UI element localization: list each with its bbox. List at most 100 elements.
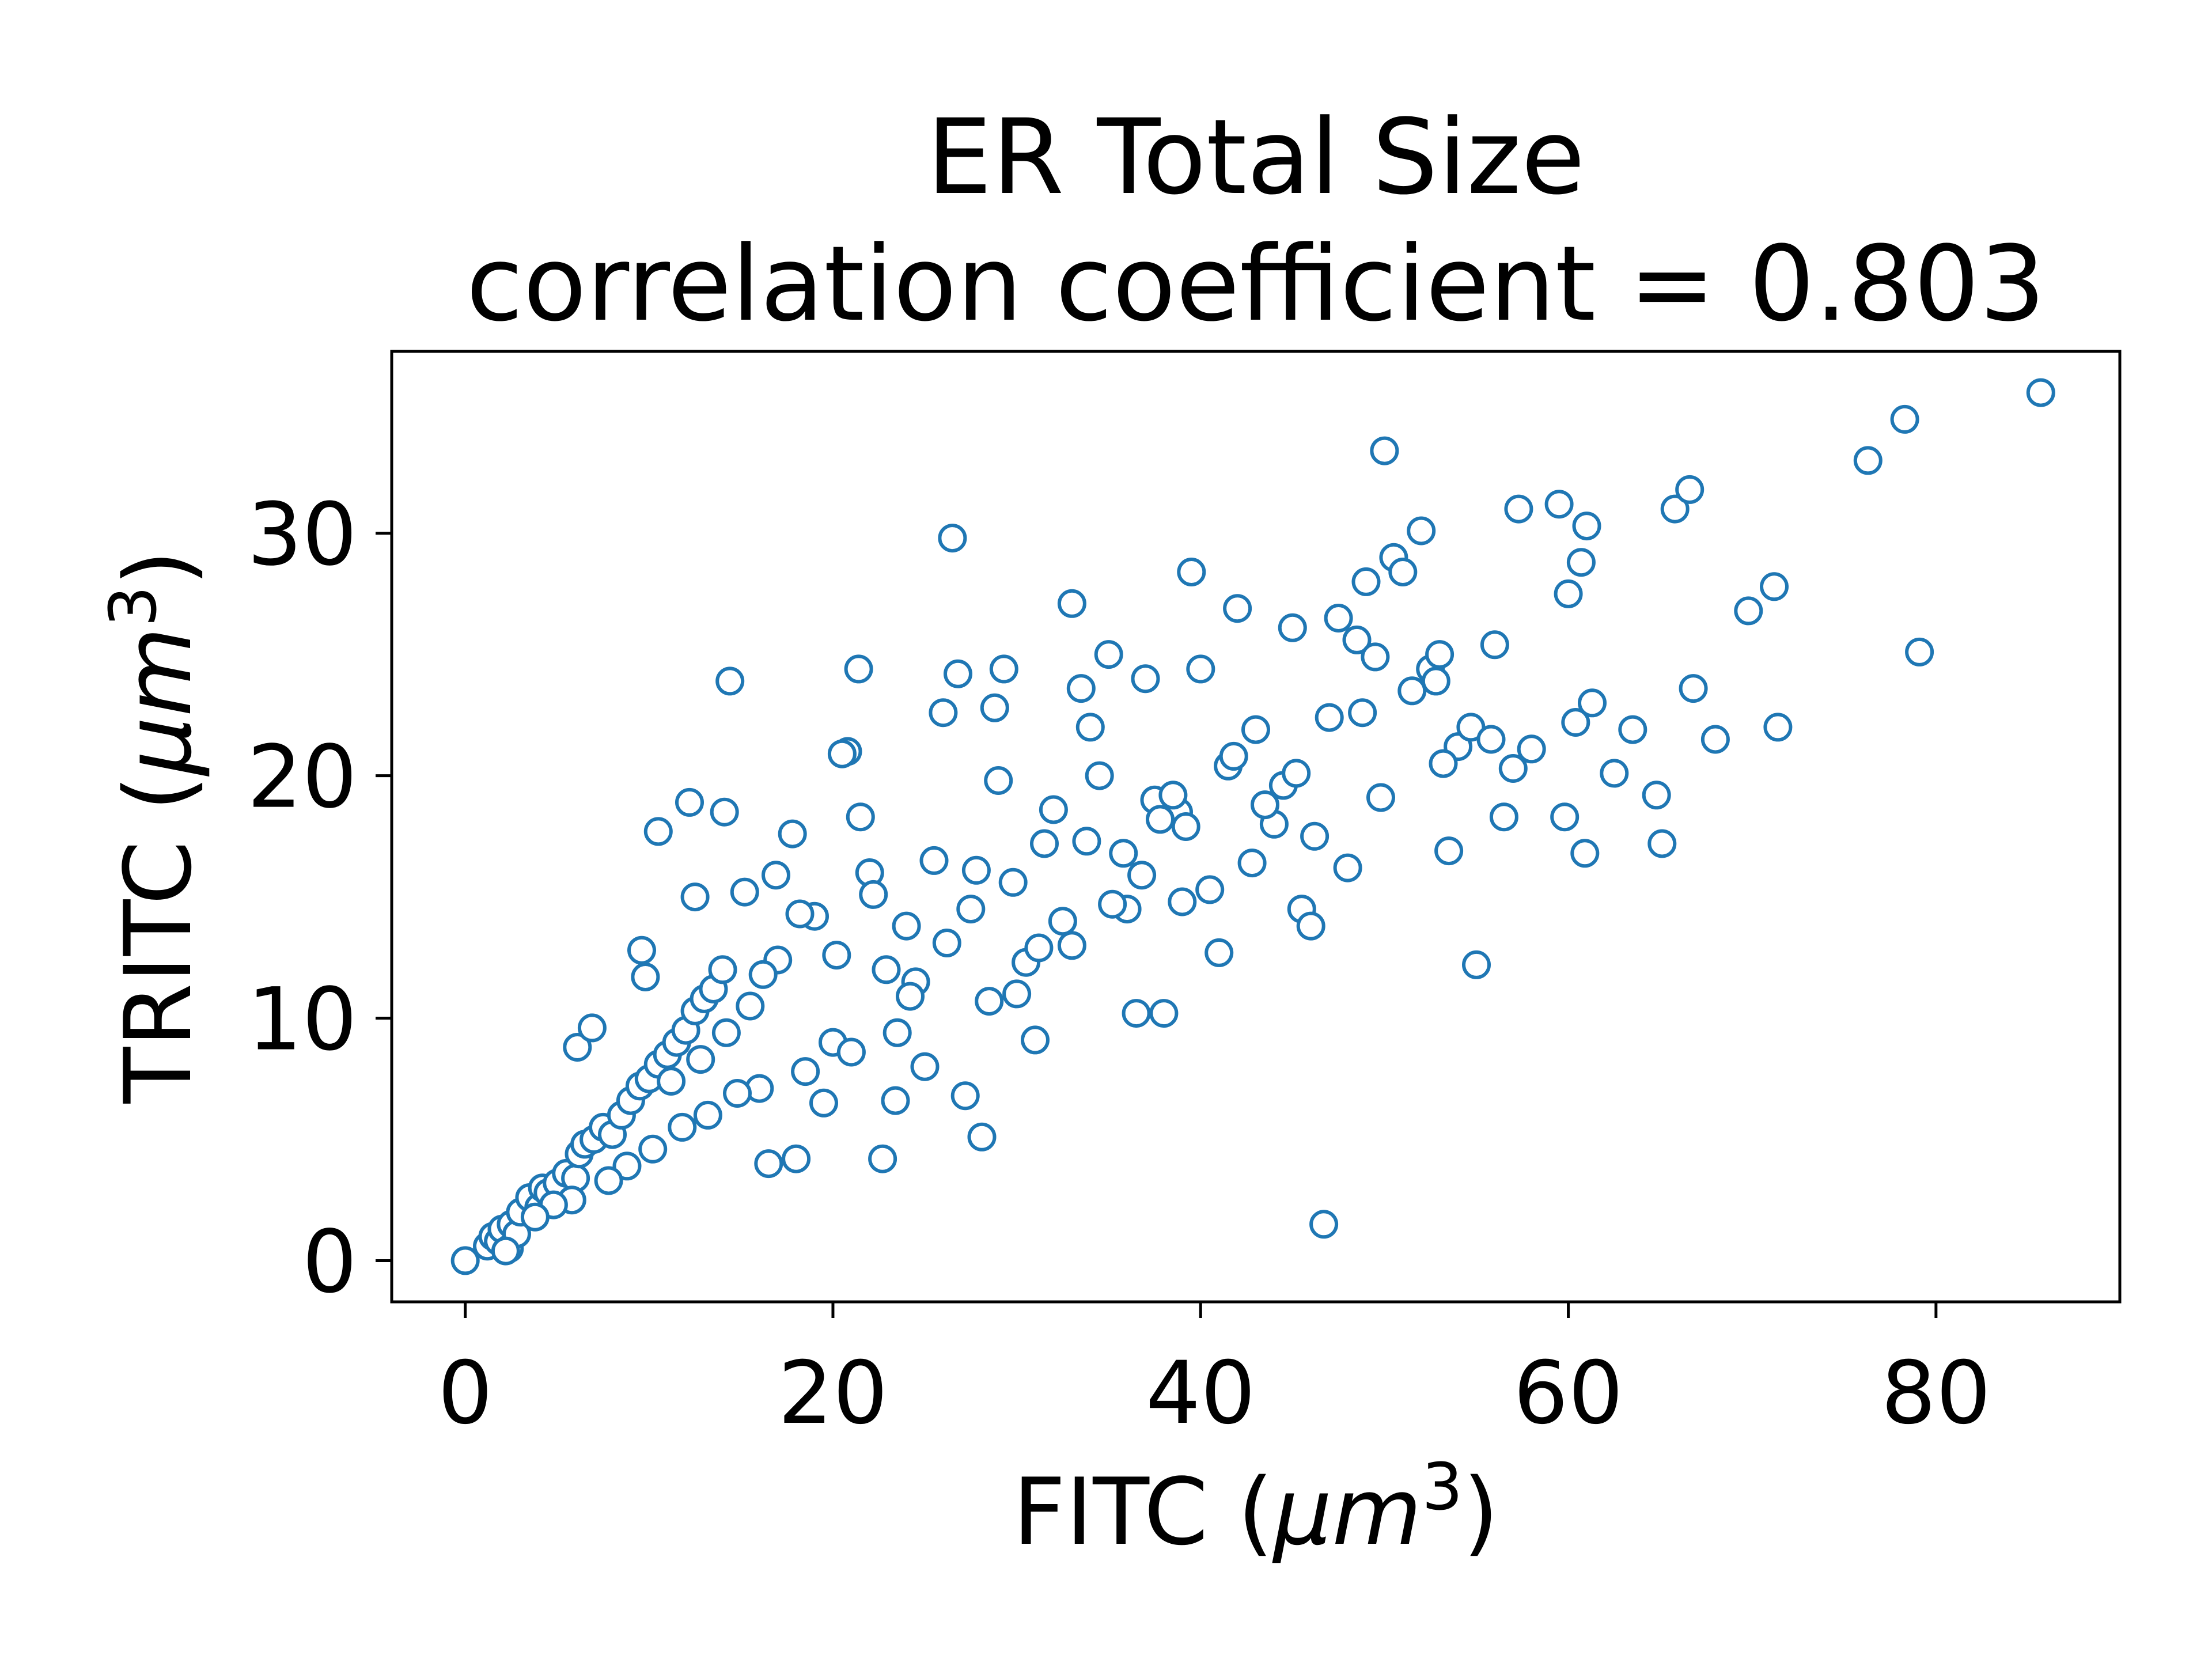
x-axis-label-suffix: ) — [1463, 1458, 1499, 1566]
data-point — [638, 1134, 668, 1164]
data-point — [1296, 911, 1325, 941]
y-axis-label-exponent: 3 — [96, 586, 171, 627]
data-point — [1085, 761, 1114, 790]
data-point — [827, 739, 857, 768]
data-point — [1429, 749, 1458, 778]
data-point — [846, 802, 875, 832]
chart-subtitle: correlation coefficient = 0.803 — [466, 224, 2046, 344]
data-point — [1421, 666, 1450, 696]
data-point — [961, 855, 991, 885]
data-point — [932, 929, 961, 957]
x-axis-label-unit: μm — [1272, 1458, 1422, 1566]
data-point — [822, 941, 851, 970]
data-point — [1030, 829, 1059, 858]
data-point — [627, 935, 656, 965]
data-point — [1600, 759, 1629, 788]
data-point — [594, 1166, 623, 1195]
data-point — [693, 1100, 722, 1130]
data-point — [657, 1067, 686, 1096]
data-point — [1388, 558, 1418, 586]
data-point — [1021, 1025, 1050, 1055]
data-point — [1309, 1210, 1339, 1239]
x-axis-ticks: 0 20 40 60 80 — [438, 1302, 1991, 1444]
data-point — [563, 1033, 592, 1062]
data-point — [1578, 688, 1607, 718]
data-point — [984, 766, 1013, 795]
data-point — [491, 1236, 520, 1266]
data-point — [1647, 829, 1677, 858]
data-point — [1489, 802, 1518, 832]
data-point — [1075, 713, 1105, 742]
x-axis-label-exponent: 3 — [1422, 1450, 1463, 1525]
data-point — [836, 1037, 866, 1067]
data-point — [631, 963, 660, 991]
data-point — [1094, 640, 1123, 669]
data-point — [1700, 725, 1730, 754]
data-point — [1370, 436, 1399, 465]
data-point — [1057, 589, 1086, 618]
x-tick-label: 20 — [778, 1343, 888, 1444]
data-point — [748, 960, 778, 989]
data-point — [686, 1045, 715, 1074]
data-point — [1171, 812, 1200, 841]
data-point — [1554, 579, 1583, 608]
data-point — [1407, 516, 1436, 546]
data-point — [910, 1052, 940, 1081]
data-point — [1098, 889, 1127, 919]
data-point — [1348, 698, 1377, 728]
data-point — [1618, 715, 1647, 744]
data-point — [762, 861, 790, 890]
data-point — [1186, 654, 1215, 684]
data-point — [1146, 805, 1175, 834]
data-point — [1544, 490, 1574, 519]
data-point — [577, 1013, 607, 1043]
y-axis-label-unit: μm — [104, 627, 212, 777]
chart-title: ER Total Size — [926, 97, 1585, 218]
data-point — [1333, 853, 1362, 882]
data-point — [708, 955, 737, 984]
data-point — [1570, 839, 1600, 868]
x-axis-label-prefix: FITC ( — [1013, 1458, 1274, 1566]
data-point — [1425, 640, 1455, 669]
data-point — [1131, 664, 1160, 694]
data-point — [1572, 512, 1601, 541]
data-point — [1039, 795, 1068, 824]
y-tick-label: 0 — [302, 1212, 357, 1312]
x-tick-label: 80 — [1881, 1343, 1991, 1444]
data-point — [730, 877, 759, 907]
plot-area-frame — [390, 350, 2122, 1304]
data-point — [1480, 630, 1509, 660]
data-point — [723, 1079, 752, 1108]
data-point — [1127, 861, 1157, 890]
data-point — [680, 882, 710, 912]
data-point — [1734, 596, 1763, 626]
data-point — [2026, 378, 2055, 407]
data-point — [710, 797, 739, 827]
data-point — [1122, 999, 1151, 1028]
data-point — [1300, 821, 1330, 851]
data-point — [1504, 494, 1533, 524]
data-point — [1024, 933, 1054, 963]
data-point — [809, 1088, 838, 1118]
data-point — [938, 524, 967, 553]
data-point — [1158, 781, 1188, 810]
data-point — [881, 1086, 910, 1115]
data-point — [844, 654, 873, 684]
data-point — [1223, 594, 1252, 623]
x-axis-label: FITC (μm3) — [1013, 1450, 1499, 1566]
data-point — [975, 987, 1004, 1016]
data-point — [782, 1144, 811, 1173]
data-point — [1434, 836, 1464, 866]
data-point — [859, 880, 888, 909]
data-point — [1282, 759, 1311, 788]
data-point — [944, 659, 972, 688]
data-point — [950, 1081, 980, 1111]
data-point — [1278, 613, 1307, 642]
data-point — [868, 1144, 897, 1173]
data-points — [450, 378, 2055, 1275]
data-point — [967, 1122, 997, 1152]
data-point — [1660, 494, 1690, 524]
data-point — [1195, 875, 1225, 904]
y-axis-label-prefix: TRITC ( — [104, 775, 212, 1104]
